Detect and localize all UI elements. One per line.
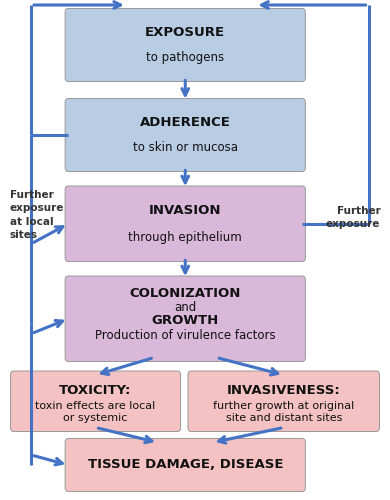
FancyBboxPatch shape bbox=[11, 371, 181, 432]
FancyBboxPatch shape bbox=[65, 8, 305, 82]
Text: TOXICITY:: TOXICITY: bbox=[59, 384, 132, 397]
Text: GROWTH: GROWTH bbox=[152, 314, 219, 327]
FancyBboxPatch shape bbox=[65, 186, 305, 262]
Text: and: and bbox=[174, 300, 197, 314]
FancyBboxPatch shape bbox=[65, 438, 305, 492]
Text: EXPOSURE: EXPOSURE bbox=[145, 26, 225, 38]
Text: TISSUE DAMAGE, DISEASE: TISSUE DAMAGE, DISEASE bbox=[87, 458, 283, 471]
Text: further growth at original
site and distant sites: further growth at original site and dist… bbox=[213, 401, 355, 422]
Text: through epithelium: through epithelium bbox=[128, 231, 242, 244]
Text: Production of virulence factors: Production of virulence factors bbox=[95, 330, 276, 342]
Text: Further
exposure
at local
sites: Further exposure at local sites bbox=[10, 190, 64, 240]
Text: INVASION: INVASION bbox=[149, 204, 222, 217]
Text: COLONIZATION: COLONIZATION bbox=[129, 286, 241, 300]
FancyBboxPatch shape bbox=[65, 98, 305, 172]
Text: Further
exposure: Further exposure bbox=[326, 206, 380, 229]
Text: INVASIVENESS:: INVASIVENESS: bbox=[227, 384, 340, 397]
Text: ADHERENCE: ADHERENCE bbox=[140, 116, 231, 128]
Text: to skin or mucosa: to skin or mucosa bbox=[133, 142, 238, 154]
FancyBboxPatch shape bbox=[188, 371, 379, 432]
FancyBboxPatch shape bbox=[65, 276, 305, 362]
Text: toxin effects are local
or systemic: toxin effects are local or systemic bbox=[35, 401, 156, 422]
Text: to pathogens: to pathogens bbox=[146, 52, 224, 64]
